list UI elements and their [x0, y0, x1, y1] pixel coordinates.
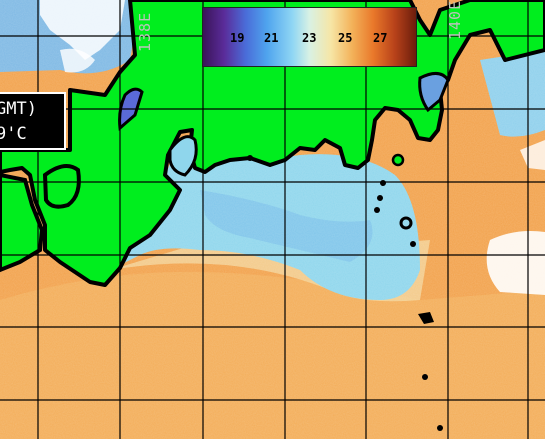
bay-ise	[168, 135, 198, 177]
lon-label-140e: 140E	[446, 0, 464, 40]
island-south	[437, 425, 443, 431]
temperature-colorbar: 19 21 23 25 27	[202, 7, 417, 67]
island-kozu	[399, 216, 413, 230]
info-box-line2: 9'C	[0, 124, 27, 144]
lon-label-138e: 138E	[136, 11, 154, 52]
colorbar-tick-21: 21	[264, 31, 279, 45]
colorbar-tick-27: 27	[373, 31, 388, 45]
colorbar-tick-25: 25	[338, 31, 353, 45]
land-peninsula-west	[42, 164, 81, 209]
island-miyake	[410, 241, 416, 247]
bay-tokyo	[418, 72, 450, 113]
island-niijima	[377, 195, 383, 201]
cloud-east	[486, 231, 545, 295]
cloud-northwest-2	[60, 48, 95, 73]
info-box-line1: GMT)	[0, 99, 37, 119]
land-west	[0, 172, 45, 273]
cloud-east-2	[520, 140, 545, 170]
colorbar-tick-19: 19	[230, 31, 245, 45]
island-toshima	[380, 180, 386, 186]
island-shikine	[374, 207, 380, 213]
cloud-northwest	[40, 0, 125, 60]
island-aogashima	[422, 374, 428, 380]
island-hachijo	[418, 312, 434, 324]
colorbar-tick-23: 23	[302, 31, 317, 45]
info-box: GMT) 9'C	[0, 92, 66, 150]
island-bay	[247, 155, 253, 161]
island-oshima	[391, 153, 405, 167]
